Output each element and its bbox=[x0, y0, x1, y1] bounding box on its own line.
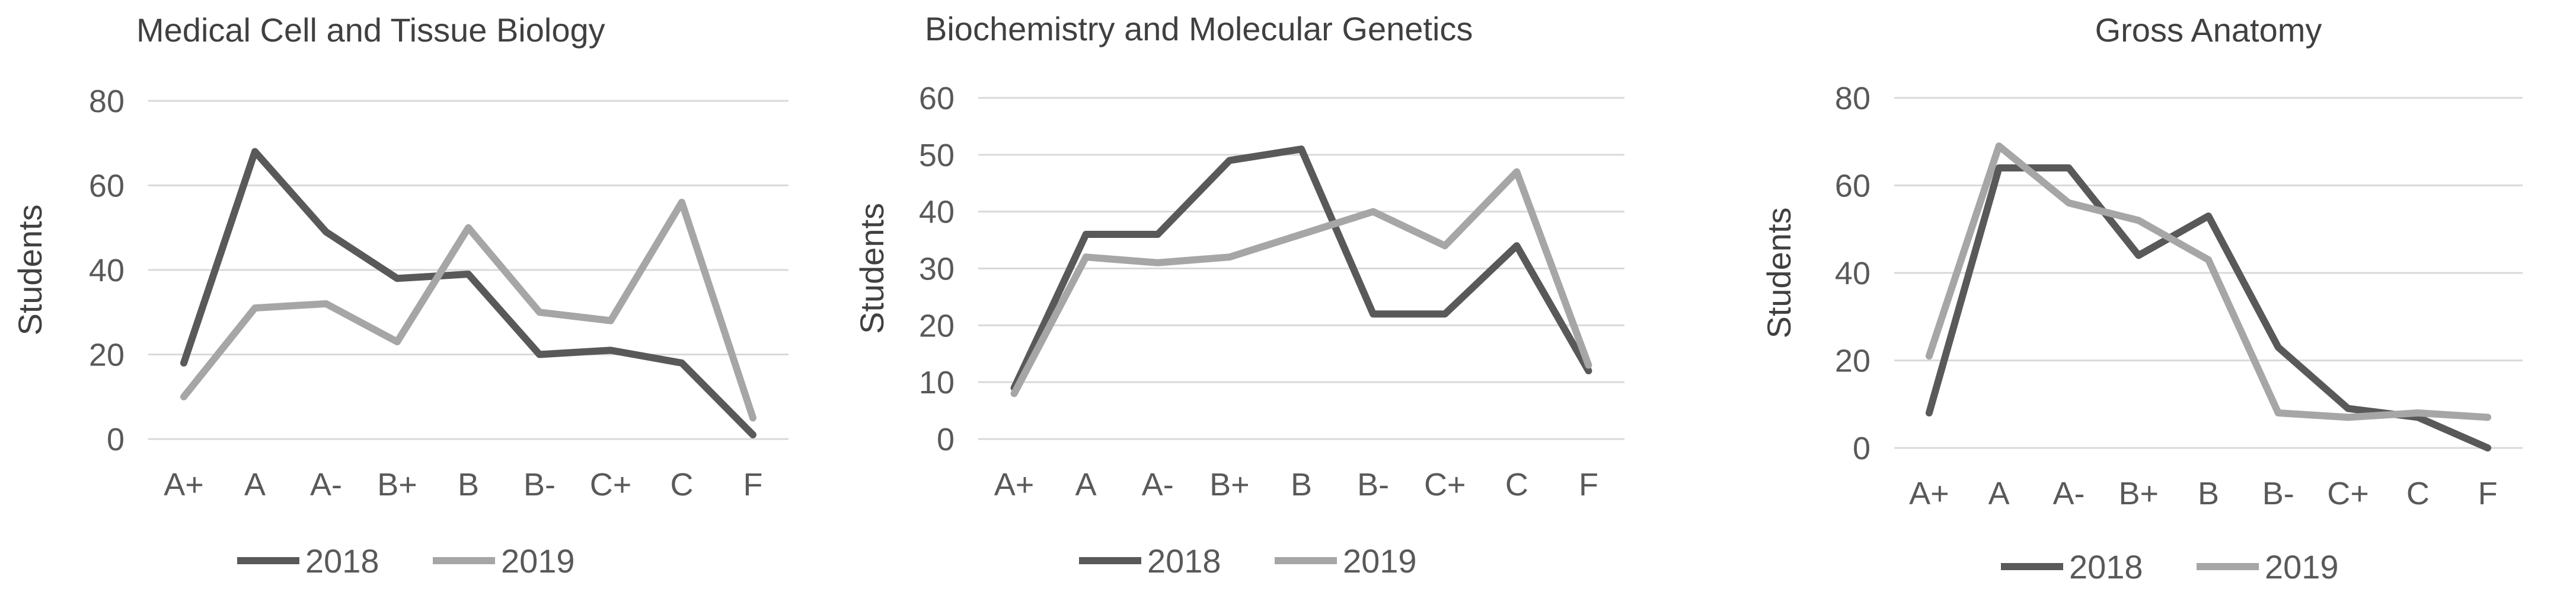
chart1-ytick-60: 60 bbox=[89, 168, 125, 204]
chart-panel-biochemistry: Biochemistry and Molecular Genetics 0 10 20… bbox=[842, 0, 1675, 601]
chart2-xtick-c: C bbox=[1505, 467, 1528, 503]
chart2-ytick-40: 40 bbox=[919, 195, 955, 230]
chart2-legend-label-2018: 2018 bbox=[1147, 542, 1221, 580]
chart3-xtick-a-minus: A- bbox=[2052, 476, 2085, 511]
chart2-point-2018-b bbox=[1301, 148, 1302, 150]
chart2-xtick-f: F bbox=[1579, 467, 1598, 503]
chart2-point-2018-a-minus bbox=[1157, 234, 1158, 235]
chart1-title: Medical Cell and Tissue Biology bbox=[136, 11, 605, 49]
chart3-ytick-60: 60 bbox=[1835, 168, 1870, 204]
chart2-xtick-a-plus: A+ bbox=[994, 467, 1035, 503]
chart1-xtick-b-minus: B- bbox=[524, 467, 556, 503]
chart3-xtick-f: F bbox=[2478, 476, 2498, 511]
chart2-point-2019-b-minus bbox=[1372, 211, 1374, 212]
chart2-ytick-20: 20 bbox=[919, 308, 955, 344]
chart2-xtick-c-plus: C+ bbox=[1424, 467, 1466, 503]
chart2-point-2019-a-minus bbox=[1157, 262, 1158, 263]
chart1-point-2019-a bbox=[254, 307, 256, 309]
chart3-point-2019-b bbox=[2208, 259, 2209, 260]
chart1-xtick-b: B bbox=[458, 467, 479, 503]
chart2-ytick-10: 10 bbox=[919, 365, 955, 400]
chart3-xtick-b-plus: B+ bbox=[2118, 476, 2159, 511]
chart1-point-2018-a-minus bbox=[325, 231, 327, 233]
chart3-title: Gross Anatomy bbox=[2095, 11, 2322, 49]
chart2-ytick-0: 0 bbox=[937, 422, 955, 457]
chart2-xtick-b-plus: B+ bbox=[1209, 467, 1250, 503]
chart2-series-2019-line bbox=[1010, 168, 1592, 398]
chart2-ytick-50: 50 bbox=[919, 138, 955, 173]
chart1-xtick-b-plus: B+ bbox=[377, 467, 417, 503]
chart-svg-cell-tissue-biology: Medical Cell and Tissue Biology 0 20 40 60 80… bbox=[11, 11, 789, 580]
chart-panel-cell-tissue-biology: Medical Cell and Tissue Biology 0 20 40 60 80… bbox=[0, 0, 842, 601]
chart3-xtick-c-plus: C+ bbox=[2327, 476, 2369, 511]
chart-svg-gross-anatomy: Gross Anatomy 0 20 40 60 80 Students A+ A A- B+ B B-… bbox=[1760, 11, 2523, 586]
chart2-xtick-a: A bbox=[1075, 467, 1097, 503]
chart3-xtick-b: B bbox=[2198, 476, 2219, 511]
chart3-xtick-a: A bbox=[1988, 476, 2010, 511]
chart2-ylabel: Students bbox=[853, 203, 890, 334]
chart3-ytick-80: 80 bbox=[1835, 81, 1870, 116]
chart2-xtick-b: B bbox=[1291, 467, 1312, 503]
chart-panel-gross-anatomy: Gross Anatomy 0 20 40 60 80 Students A+ A A- B+ B B-… bbox=[1675, 0, 2576, 601]
chart1-ytick-0: 0 bbox=[107, 422, 125, 457]
chart1-ylabel: Students bbox=[11, 204, 49, 335]
chart3-xtick-b-minus: B- bbox=[2262, 476, 2294, 511]
chart1-series-2018-line bbox=[180, 148, 756, 438]
chart1-point-2018-f bbox=[752, 434, 754, 435]
chart2-xtick-b-minus: B- bbox=[1357, 467, 1389, 503]
chart3-series-2018-line bbox=[1925, 164, 2492, 451]
chart-svg-biochemistry: Biochemistry and Molecular Genetics 0 10 20… bbox=[853, 10, 1624, 580]
chart2-point-2019-b bbox=[1301, 234, 1302, 235]
chart3-ytick-20: 20 bbox=[1835, 344, 1870, 379]
chart1-xtick-a: A bbox=[244, 467, 266, 503]
chart1-series-2019-line bbox=[180, 199, 756, 422]
chart3-xtick-a-plus: A+ bbox=[1909, 476, 1949, 511]
chart1-point-2018-a bbox=[254, 151, 256, 152]
chart3-point-2018-b bbox=[2208, 215, 2209, 217]
chart2-title: Biochemistry and Molecular Genetics bbox=[925, 10, 1473, 47]
chart3-ylabel: Students bbox=[1760, 207, 1798, 338]
chart3-point-2019-b-plus bbox=[2138, 220, 2139, 221]
chart1-legend-label-2018: 2018 bbox=[305, 542, 379, 580]
chart2-ytick-60: 60 bbox=[919, 81, 955, 116]
chart3-legend-label-2018: 2018 bbox=[2069, 548, 2143, 586]
chart3-xtick-c: C bbox=[2406, 476, 2430, 511]
chart3-ytick-0: 0 bbox=[1853, 431, 1870, 466]
chart1-legend-label-2019: 2019 bbox=[501, 542, 575, 580]
chart1-xtick-a-plus: A+ bbox=[164, 467, 204, 503]
chart2-point-2018-b-plus bbox=[1229, 160, 1230, 161]
chart1-xtick-f: F bbox=[743, 467, 763, 503]
chart2-legend-label-2019: 2019 bbox=[1343, 542, 1417, 580]
chart1-point-2018-b bbox=[468, 274, 469, 275]
chart2-ytick-30: 30 bbox=[919, 252, 955, 287]
chart3-legend-label-2019: 2019 bbox=[2265, 548, 2339, 586]
chart2-xtick-a-minus: A- bbox=[1142, 467, 1174, 503]
chart1-xtick-c-plus: C+ bbox=[590, 467, 632, 503]
chart3-ytick-40: 40 bbox=[1835, 256, 1870, 291]
chart1-xtick-a-minus: A- bbox=[310, 467, 342, 503]
chart1-ytick-80: 80 bbox=[89, 84, 125, 119]
chart1-xtick-c: C bbox=[671, 467, 694, 503]
chart1-point-2019-b bbox=[468, 227, 469, 228]
chart1-ytick-20: 20 bbox=[89, 338, 125, 373]
chart1-point-2018-b-plus bbox=[397, 278, 398, 279]
chart3-point-2018-b-plus bbox=[2138, 255, 2139, 256]
chart3-series-2019-line bbox=[1925, 142, 2492, 421]
chart1-ytick-40: 40 bbox=[89, 253, 125, 288]
